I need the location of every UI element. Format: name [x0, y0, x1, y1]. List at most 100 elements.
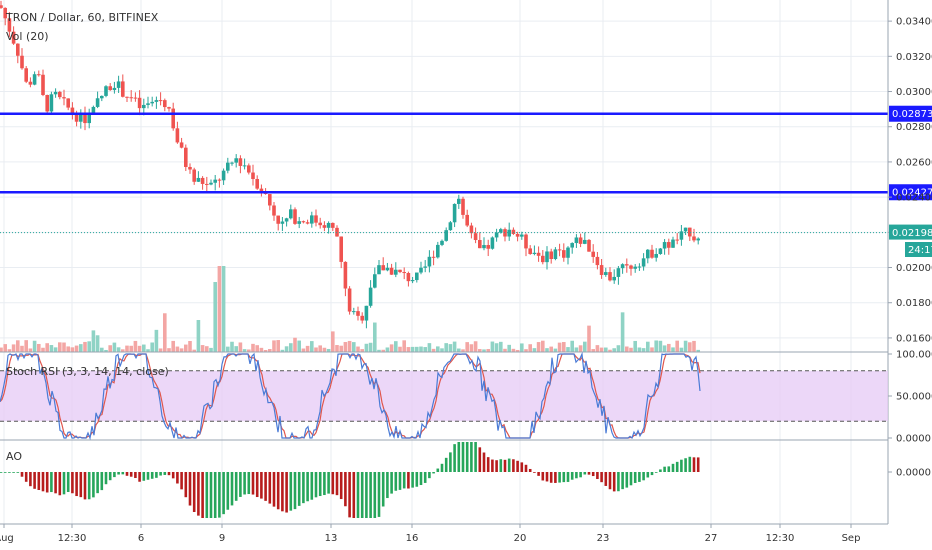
- volume-bar: [280, 349, 285, 352]
- candle: [654, 254, 658, 258]
- ao-bar: [247, 472, 251, 495]
- candle: [272, 205, 276, 216]
- ao-bar: [176, 472, 179, 484]
- volume-bar: [335, 345, 339, 352]
- volume-bar: [368, 342, 373, 352]
- candle: [368, 287, 373, 306]
- volume-bar: [116, 347, 121, 352]
- volume-bar: [45, 343, 49, 352]
- volume-bar: [28, 348, 33, 352]
- ao-bar: [499, 459, 503, 472]
- stoch-tick: 50.0000: [896, 392, 932, 403]
- ao-bar: [167, 472, 171, 476]
- ao-bar: [293, 472, 297, 510]
- candle: [133, 97, 138, 99]
- ao-bar: [365, 472, 368, 518]
- volume-bar: [331, 331, 335, 352]
- ao-bar: [398, 472, 402, 490]
- candle: [494, 232, 499, 238]
- candle: [251, 172, 255, 180]
- candle: [200, 177, 205, 184]
- candle: [557, 249, 562, 251]
- ao-bar: [516, 460, 519, 472]
- ao-bar: [663, 466, 666, 472]
- ao-bar: [134, 472, 137, 479]
- ao-bar: [87, 472, 91, 500]
- volume-bar: [142, 344, 146, 352]
- ao-bar: [197, 472, 200, 516]
- ao-bar: [180, 472, 183, 490]
- ao-bar: [318, 472, 322, 497]
- ao-bar: [20, 472, 24, 477]
- ao-bar: [600, 472, 603, 483]
- candle: [11, 31, 16, 44]
- ao-bar: [260, 472, 263, 499]
- ao-bar: [323, 472, 326, 496]
- time-tick: Sep: [842, 533, 861, 544]
- volume-bar: [360, 349, 364, 352]
- ao-bar: [302, 472, 305, 504]
- candle: [406, 273, 411, 282]
- candle: [431, 256, 436, 258]
- volume-bar: [679, 347, 684, 352]
- volume-bar: [137, 345, 142, 352]
- volume-bar: [16, 340, 20, 352]
- candle: [74, 113, 79, 122]
- candle: [394, 269, 398, 275]
- volume-bar: [566, 347, 570, 352]
- candle: [347, 288, 352, 312]
- volume-bar: [74, 345, 79, 352]
- candle: [389, 267, 394, 275]
- ao-bar: [524, 464, 528, 472]
- volume-bar: [70, 347, 75, 352]
- volume-bar: [171, 340, 175, 352]
- ao-bar: [230, 472, 234, 506]
- volume-bar: [499, 341, 503, 352]
- volume-bar: [436, 346, 440, 352]
- candle: [129, 97, 133, 99]
- candle: [318, 222, 322, 226]
- volume-bar: [95, 335, 100, 352]
- volume-bar: [310, 341, 314, 352]
- ao-bar: [209, 472, 213, 518]
- volume-bar: [7, 349, 12, 352]
- ao-bar: [96, 472, 99, 494]
- volume-bar: [683, 340, 688, 352]
- ao-bar: [163, 472, 167, 475]
- candle: [268, 194, 272, 206]
- candle: [360, 315, 364, 321]
- ao-bar: [360, 472, 364, 518]
- candle: [671, 239, 675, 248]
- volume-bar: [79, 344, 83, 352]
- ao-bar: [41, 472, 45, 492]
- ao-bar: [432, 472, 435, 474]
- volume-bar: [163, 313, 167, 352]
- volume-bar: [129, 345, 133, 352]
- candle: [511, 229, 516, 234]
- volume-bar: [415, 346, 419, 352]
- volume-bar: [612, 348, 616, 352]
- horizontal-lines[interactable]: 0.028738 0.024277: [0, 105, 932, 234]
- candle: [112, 87, 117, 91]
- ao-bar: [150, 472, 154, 479]
- candle: [301, 221, 306, 223]
- ao-bar: [344, 472, 347, 507]
- ao-bar: [407, 472, 410, 489]
- ao-bar: [528, 468, 532, 472]
- volume-bar: [587, 325, 591, 352]
- ao-bar: [579, 472, 582, 478]
- ao-bar: [423, 472, 427, 483]
- ao-bar: [369, 472, 372, 518]
- volume-bar: [553, 348, 558, 352]
- volume-bar: [339, 345, 343, 352]
- candle: [402, 272, 406, 274]
- candle: [608, 272, 612, 281]
- candle: [158, 100, 163, 102]
- volume-bar: [209, 347, 213, 352]
- volume-bar: [520, 343, 524, 352]
- ao-bar: [495, 460, 498, 472]
- volume-bar: [175, 346, 180, 352]
- ao-bar: [654, 472, 658, 473]
- volume-bar: [482, 349, 486, 352]
